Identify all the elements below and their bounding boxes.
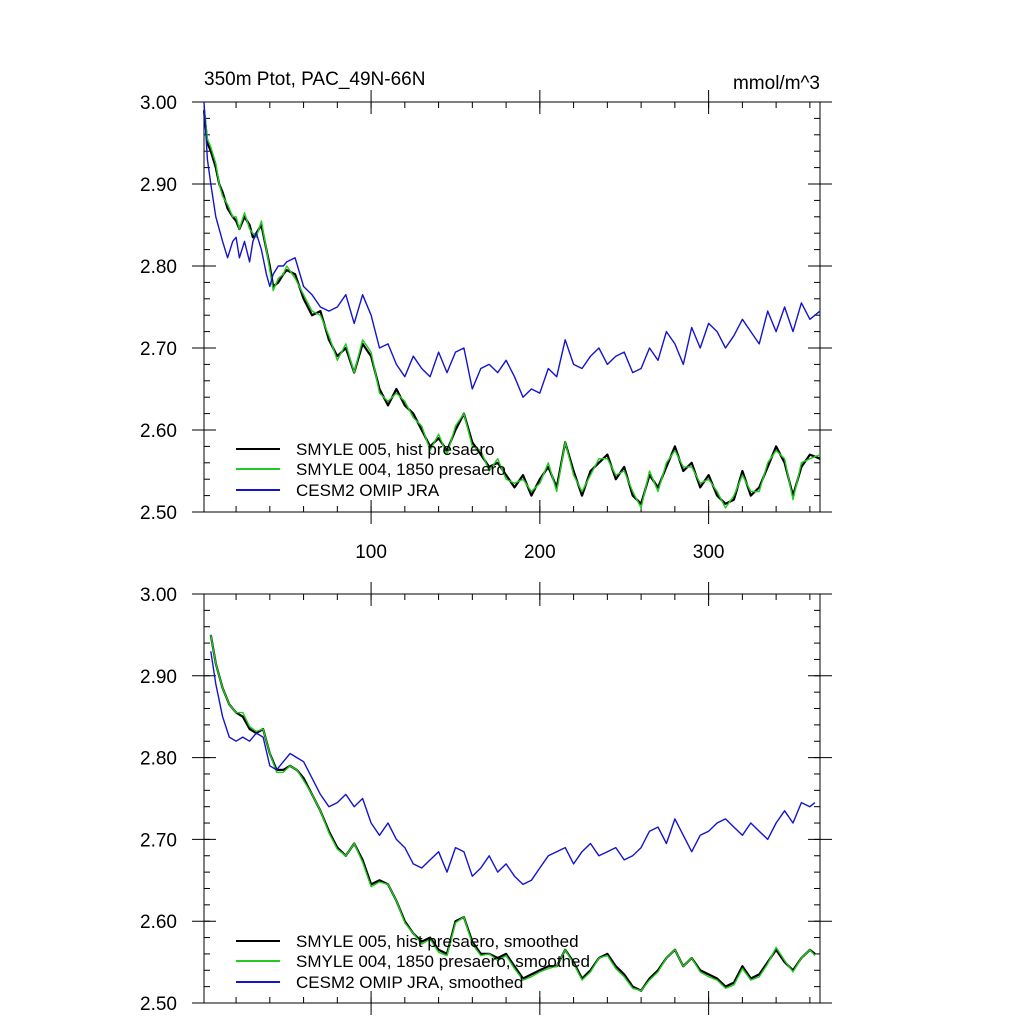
y-tick-label: 2.80 [140,257,177,278]
chart-title: 350m Ptot, PAC_49N-66N [204,69,425,90]
units-label: mmol/m^3 [733,73,820,94]
series-line-1 [203,106,821,509]
x-tick-label: 100 [355,542,387,563]
plot-frame [203,593,821,1004]
y-tick-label: 2.80 [140,749,177,770]
legend-label-2: CESM2 OMIP JRA, smoothed [296,973,523,992]
y-tick-label: 3.00 [140,585,177,606]
plot-frame [203,101,821,513]
y-tick-label: 2.60 [140,912,177,933]
y-tick-label: 2.90 [140,667,177,688]
legend-label-2: CESM2 OMIP JRA [296,481,440,500]
y-tick-label: 2.70 [140,339,177,360]
top-panel: 2.50 2.60 2.70 2.80 2.90 3.00 100 200 300 350m Pt… [140,69,832,563]
series-line-2 [210,651,816,886]
x-tick-label: 300 [693,542,725,563]
y-tick-label: 2.90 [140,175,177,196]
legend-label-1: SMYLE 004, 1850 presaero [296,460,506,479]
series-line-2 [203,101,821,398]
y-tick-label: 2.50 [140,994,177,1015]
legend-label-0: SMYLE 005, hist presaero [296,440,494,459]
y-tick-label: 2.50 [140,503,177,524]
legend-label-1: SMYLE 004, 1850 presaero, smoothed [296,952,590,971]
bottom-panel: 2.50 2.60 2.70 2.80 2.90 3.00 SMYLE 005, hist … [140,582,832,1015]
legend-label-0: SMYLE 005, hist presaero, smoothed [296,932,579,951]
series-line-1 [210,634,816,992]
y-tick-label: 2.60 [140,421,177,442]
y-tick-label: 2.70 [140,830,177,851]
x-tick-label: 200 [524,542,556,563]
y-tick-label: 3.00 [140,93,177,114]
